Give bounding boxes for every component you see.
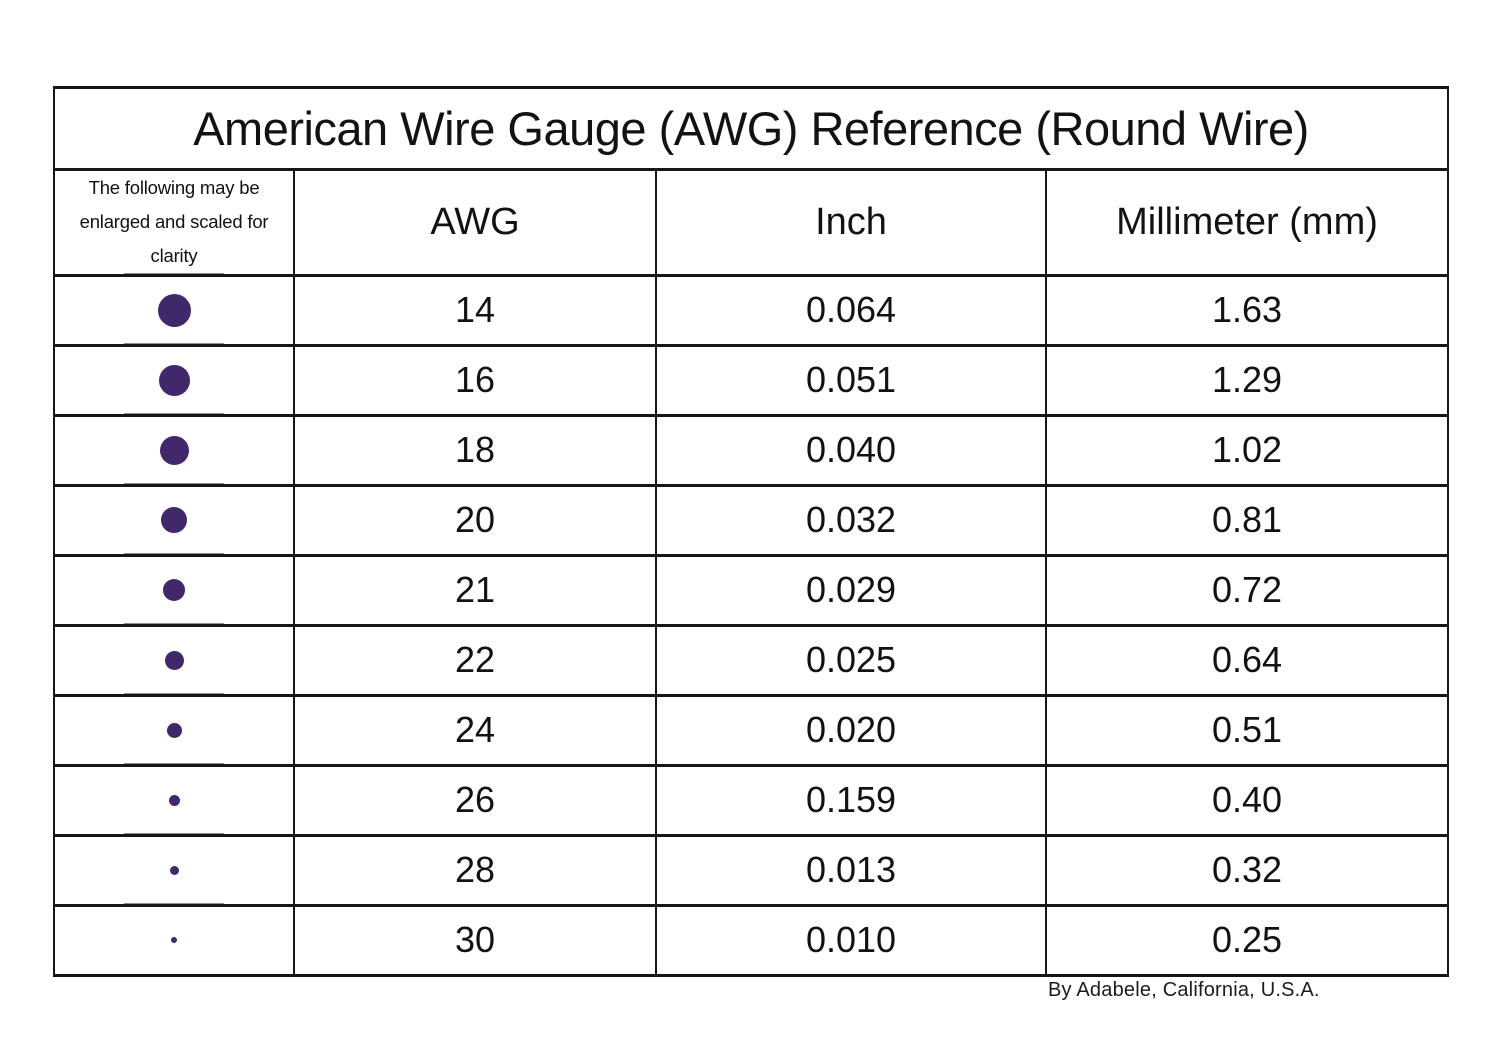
awg-value: 30 xyxy=(293,903,657,977)
table-row: 14 0.064 1.63 xyxy=(53,273,1450,347)
table-row: 21 0.029 0.72 xyxy=(53,553,1450,627)
wire-size-dot xyxy=(169,865,179,875)
wire-size-dot xyxy=(157,293,191,327)
awg-value: 22 xyxy=(293,623,657,697)
awg-value: 14 xyxy=(293,273,657,347)
table-row: 30 0.010 0.25 xyxy=(53,903,1450,977)
awg-value: 26 xyxy=(293,763,657,837)
header-row: The following may be enlarged and scaled… xyxy=(53,168,1450,277)
awg-value: 24 xyxy=(293,693,657,767)
table-row: 20 0.032 0.81 xyxy=(53,483,1450,557)
table-row: 26 0.159 0.40 xyxy=(53,763,1450,837)
dot-cell xyxy=(53,833,295,907)
mm-value: 0.32 xyxy=(1044,833,1450,907)
dot-cell xyxy=(53,483,295,557)
dot-cell xyxy=(53,273,295,347)
inch-value: 0.051 xyxy=(655,343,1047,417)
inch-value: 0.029 xyxy=(655,553,1047,627)
table-row: 22 0.025 0.64 xyxy=(53,623,1450,697)
wire-size-dot xyxy=(166,722,182,738)
dot-cell xyxy=(53,413,295,487)
mm-value: 0.40 xyxy=(1044,763,1450,837)
dot-cell xyxy=(53,693,295,767)
inch-value: 0.020 xyxy=(655,693,1047,767)
wire-size-dot xyxy=(163,579,185,602)
inch-value: 0.032 xyxy=(655,483,1047,557)
mm-value: 0.81 xyxy=(1044,483,1450,557)
awg-value: 18 xyxy=(293,413,657,487)
awg-reference-table: American Wire Gauge (AWG) Reference (Rou… xyxy=(52,86,1450,977)
dot-cell xyxy=(53,343,295,417)
dot-cell xyxy=(53,553,295,627)
title-row: American Wire Gauge (AWG) Reference (Rou… xyxy=(52,86,1450,171)
scale-note: The following may be enlarged and scaled… xyxy=(53,168,295,277)
inch-value: 0.159 xyxy=(655,763,1047,837)
table-row: 18 0.040 1.02 xyxy=(53,413,1450,487)
mm-value: 0.64 xyxy=(1044,623,1450,697)
inch-value: 0.025 xyxy=(655,623,1047,697)
mm-value: 1.63 xyxy=(1044,273,1450,347)
wire-size-dot xyxy=(164,650,184,670)
awg-value: 21 xyxy=(293,553,657,627)
column-header-awg: AWG xyxy=(293,168,657,277)
awg-value: 28 xyxy=(293,833,657,907)
awg-value: 16 xyxy=(293,343,657,417)
mm-value: 0.51 xyxy=(1044,693,1450,767)
column-header-inch: Inch xyxy=(655,168,1047,277)
wire-size-dot xyxy=(168,794,180,806)
table-row: 28 0.013 0.32 xyxy=(53,833,1450,907)
wire-size-dot xyxy=(158,364,190,396)
mm-value: 0.25 xyxy=(1044,903,1450,977)
dot-cell xyxy=(53,903,295,977)
table-row: 16 0.051 1.29 xyxy=(53,343,1450,417)
mm-value: 1.29 xyxy=(1044,343,1450,417)
inch-value: 0.064 xyxy=(655,273,1047,347)
wire-size-dot xyxy=(171,937,177,944)
dot-cell xyxy=(53,623,295,697)
awg-value: 20 xyxy=(293,483,657,557)
dot-cell xyxy=(53,763,295,837)
column-header-mm: Millimeter (mm) xyxy=(1044,168,1450,277)
mm-value: 0.72 xyxy=(1044,553,1450,627)
wire-size-dot xyxy=(159,435,189,465)
scale-note-text: The following may be enlarged and scaled… xyxy=(79,177,269,267)
table-row: 24 0.020 0.51 xyxy=(53,693,1450,767)
inch-value: 0.040 xyxy=(655,413,1047,487)
wire-size-dot xyxy=(161,507,187,534)
page-title: American Wire Gauge (AWG) Reference (Rou… xyxy=(52,86,1450,171)
inch-value: 0.013 xyxy=(655,833,1047,907)
mm-value: 1.02 xyxy=(1044,413,1450,487)
attribution-text: By Adabele, California, U.S.A. xyxy=(1048,979,1320,1001)
inch-value: 0.010 xyxy=(655,903,1047,977)
